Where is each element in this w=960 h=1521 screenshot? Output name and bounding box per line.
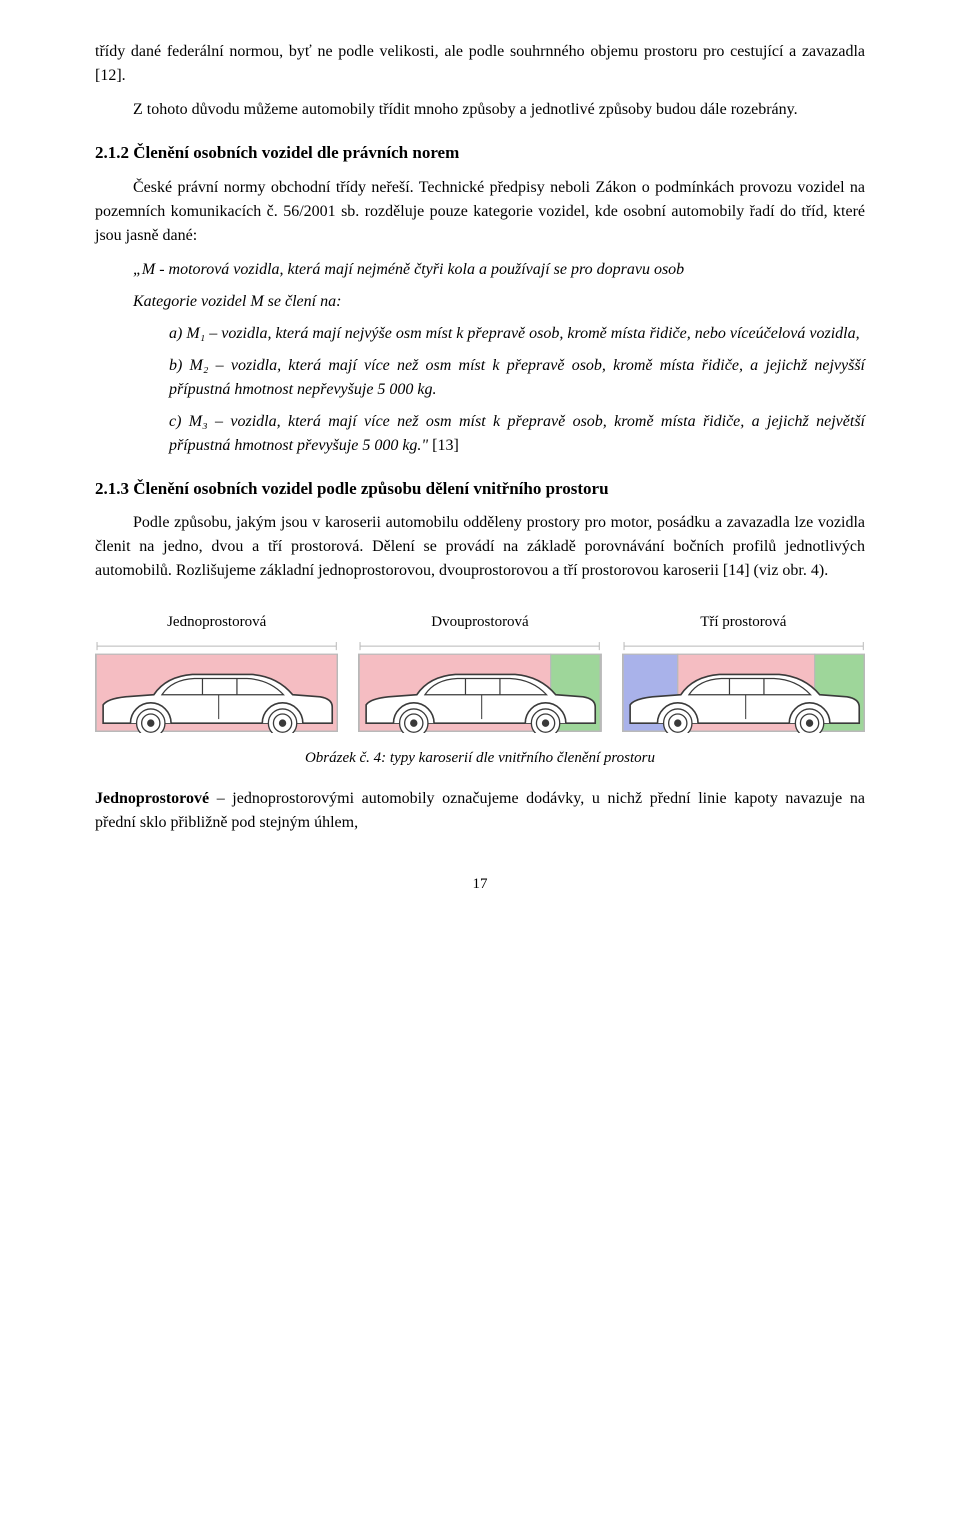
quote-block: „M - motorová vozidla, která mají nejmén… <box>95 258 865 458</box>
paragraph-intro: Z tohoto důvodu můžeme automobily třídit… <box>95 98 865 122</box>
quote-m3: c) M₃ – vozidla, která mají více než osm… <box>169 410 865 458</box>
page-number: 17 <box>95 873 865 896</box>
figure-tri-label: Tří prostorová <box>700 611 786 634</box>
figure-tri-svg <box>622 640 865 733</box>
quote-m: „M - motorová vozidla, která mají nejmén… <box>95 258 865 282</box>
quote-m1: a) M₁ – vozidla, která mají nejvýše osm … <box>169 322 865 346</box>
figure-dvou-label: Dvouprostorová <box>431 611 529 634</box>
paragraph-space-division: Podle způsobu, jakým jsou v karoserii au… <box>95 511 865 583</box>
quote-m3-text: c) M₃ – vozidla, která mají více než osm… <box>169 413 865 454</box>
paragraph-legal-norms: České právní normy obchodní třídy neřeší… <box>95 176 865 248</box>
figures-row: Jednoprostorová Dvouprostorová Tří prost… <box>95 611 865 733</box>
figure-dvou-svg <box>358 640 601 733</box>
figure-tri: Tří prostorová <box>622 611 865 733</box>
paragraph-continued: třídy dané federální normou, byť ne podl… <box>95 40 865 88</box>
term-jednoprostorove: Jednoprostorové <box>95 790 209 807</box>
figure-caption: Obrázek č. 4: typy karoserií dle vnitřní… <box>95 747 865 770</box>
figure-jedno-svg <box>95 640 338 733</box>
heading-2-1-3: 2.1.3 Členění osobních vozidel podle způ… <box>95 476 865 502</box>
figure-jedno-label: Jednoprostorová <box>167 611 266 634</box>
quote-m2: b) M₂ – vozidla, která mají více než osm… <box>169 354 865 402</box>
term-jednoprostorove-text: – jednoprostorovými automobily označujem… <box>95 790 865 831</box>
quote-kategorie: Kategorie vozidel M se člení na: <box>133 290 865 314</box>
figure-jedno: Jednoprostorová <box>95 611 338 733</box>
figure-dvou: Dvouprostorová <box>358 611 601 733</box>
heading-2-1-2: 2.1.2 Členění osobních vozidel dle právn… <box>95 140 865 166</box>
paragraph-jednoprostorove: Jednoprostorové – jednoprostorovými auto… <box>95 787 865 835</box>
quote-m3-ref: [13] <box>428 437 459 454</box>
